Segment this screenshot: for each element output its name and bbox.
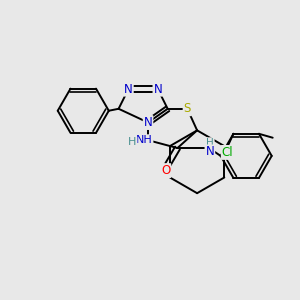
Text: N: N [154,82,162,96]
Text: O: O [161,164,170,177]
Text: N: N [124,82,133,96]
Text: N: N [206,146,214,158]
Text: NH: NH [136,135,152,145]
Text: N: N [144,116,152,129]
Text: S: S [184,102,191,115]
Text: Cl: Cl [222,146,233,159]
Text: H: H [206,138,214,148]
Text: H: H [128,137,136,147]
